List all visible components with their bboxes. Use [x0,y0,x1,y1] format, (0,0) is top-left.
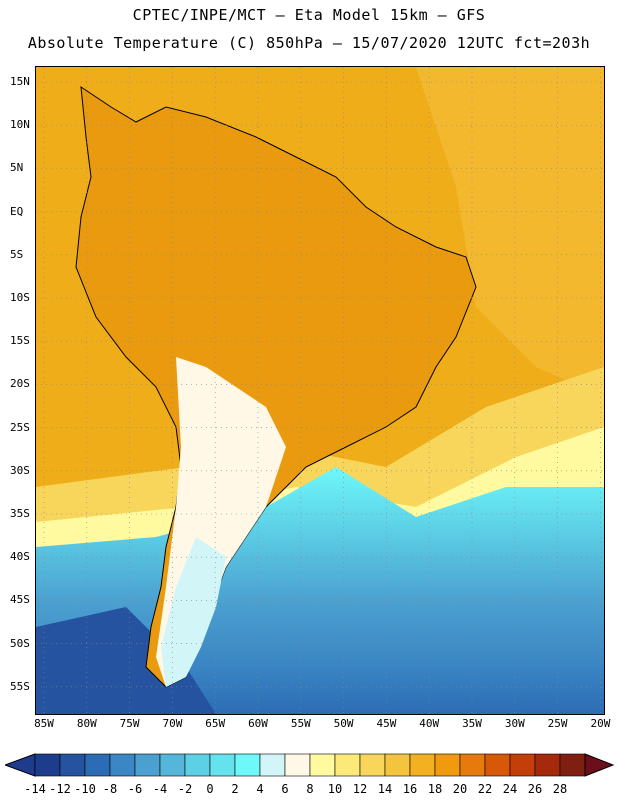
lon-label: 40W [419,717,440,730]
colorbar-swatch [534,753,561,777]
colorbar-swatch [34,753,61,777]
colorbar-over-arrow [584,753,615,777]
colorbar-tick-label: 2 [231,782,239,796]
colorbar-tick-label: 10 [327,782,343,796]
lat-label: 15N [10,75,30,88]
colorbar-swatch [484,753,511,777]
colorbar-tick-label: 28 [552,782,568,796]
colorbar-tick-label: -12 [49,782,71,796]
lat-label: 25S [10,420,30,434]
colorbar-tick-label: -14 [24,782,46,796]
colorbar-swatch [209,753,236,777]
colorbar-swatch [384,753,411,777]
colorbar-tick-label: -4 [152,782,168,796]
lon-label: 80W [76,717,97,730]
lat-label: 40S [10,550,30,564]
colorbar-tick-label: 16 [402,782,418,796]
colorbar-swatch [434,753,461,777]
lon-label: 60W [248,717,268,730]
colorbar-swatch [334,753,361,777]
lon-label: 20W [590,717,611,730]
colorbar-swatch [184,753,211,777]
colorbar-swatch [159,753,186,777]
title-line-1: CPTEC/INPE/MCT – Eta Model 15km – GFS [132,6,486,24]
colorbar-swatch [259,753,286,777]
colorbar-tick-label: 22 [477,782,493,796]
colorbar-swatch [84,753,111,777]
lon-label: 70W [162,717,183,730]
colorbar-tick-label: 14 [377,782,393,796]
lat-label: 10N [10,118,30,132]
lon-label: 75W [119,717,140,730]
lat-label: 30S [10,463,30,477]
colorbar-tick-label: 0 [206,782,214,796]
colorbar-tick-label: 18 [427,782,443,796]
temperature-map [35,66,605,715]
lat-label: 10S [10,291,30,304]
colorbar-tick-label: -6 [127,782,143,796]
colorbar-swatch [134,753,161,777]
colorbar [5,753,615,777]
lat-label: 5N [10,161,24,175]
colorbar-tick-label: 26 [527,782,543,796]
lat-label: 20S [10,377,30,391]
colorbar-swatch [284,753,311,777]
lat-label: 35S [10,507,30,520]
colorbar-swatch [559,753,586,777]
lon-label: 85W [34,717,54,730]
colorbar-swatch [109,753,136,777]
colorbar-tick-label: -10 [74,782,96,796]
map-canvas [36,67,604,714]
colorbar-tick-label: 24 [502,782,518,796]
lon-label: 35W [462,717,482,730]
colorbar-swatch [459,753,486,777]
colorbar-swatch [509,753,536,777]
lat-label: 15S [10,334,30,348]
lon-label: 45W [376,717,397,730]
lon-label: 50W [333,717,354,730]
patagonia-cold-field [161,537,226,687]
lat-label: EQ [10,204,24,218]
colorbar-tick-label: 20 [452,782,468,796]
lat-label: 5S [10,247,24,261]
colorbar-swatch [59,753,86,777]
colorbar-tick-label: 6 [281,782,289,796]
atlantic-mild-field [416,67,604,397]
colorbar-tick-label: 8 [306,782,314,796]
lon-label: 55W [290,717,311,730]
lon-label: 25W [547,717,568,730]
colorbar-tick-label: -8 [102,782,118,796]
title-line-2: Absolute Temperature (C) 850hPa – 15/07/… [27,34,591,52]
colorbar-swatch [409,753,436,777]
lon-label: 65W [205,717,226,730]
lat-label: 50S [10,636,30,650]
colorbar-swatch [359,753,386,777]
lat-label: 55S [10,679,30,693]
colorbar-swatch [234,753,261,777]
lon-label: 30W [504,717,525,730]
colorbar-tick-label: -2 [177,782,193,796]
lat-label: 45S [10,593,30,607]
colorbar-tick-label: 4 [256,782,264,796]
deep-cold-field [36,607,216,714]
colorbar-under-arrow [5,753,36,777]
colorbar-tick-label: 12 [352,782,368,796]
colorbar-swatch [309,753,336,777]
